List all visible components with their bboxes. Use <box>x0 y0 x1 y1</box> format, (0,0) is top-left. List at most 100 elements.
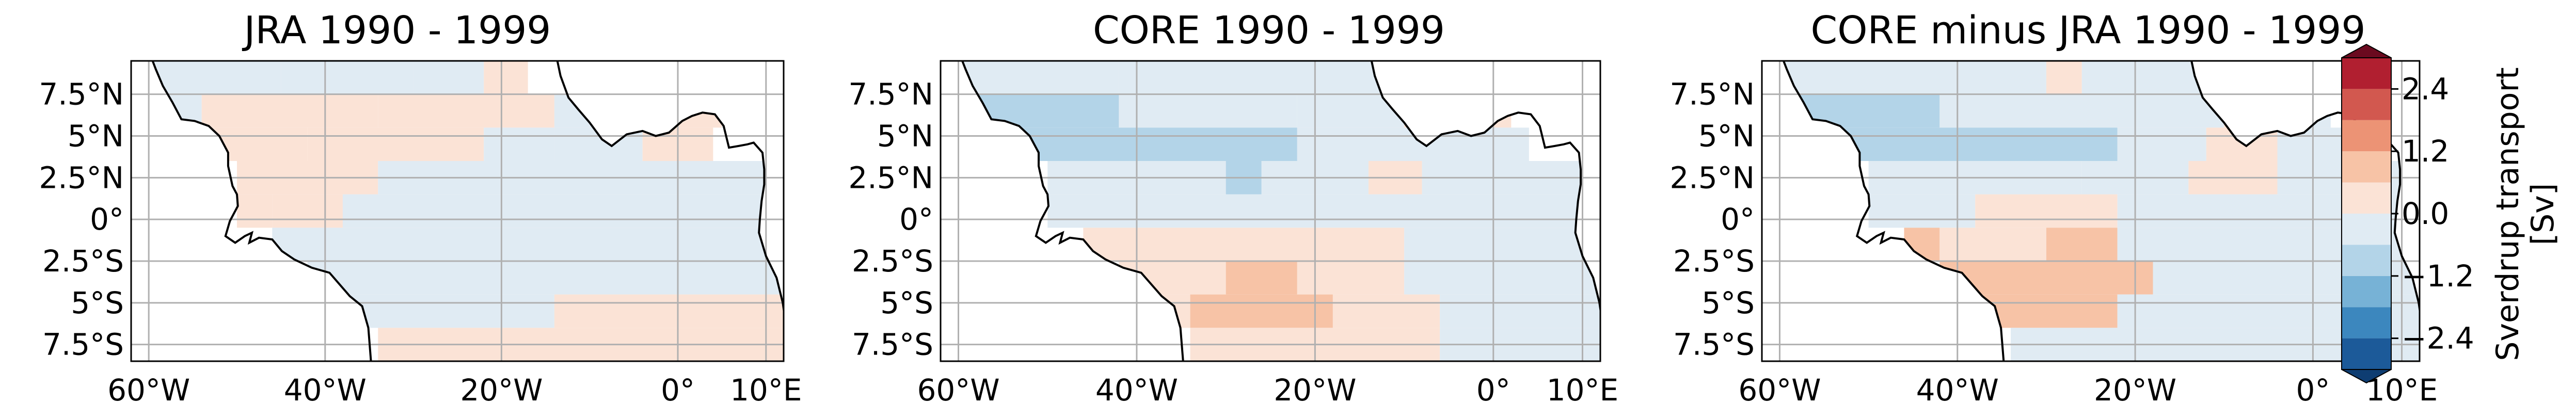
transport-cell <box>1440 294 1600 328</box>
transport-cell <box>307 127 484 161</box>
latitude-tick-label: 5°S <box>880 285 933 320</box>
latitude-tick-label: 5°S <box>1702 285 1755 320</box>
latitude-tick-label: 2.5°S <box>852 244 933 279</box>
transport-cell <box>272 228 784 261</box>
colorbar-tick-label: −1.2 <box>2402 259 2474 294</box>
transport-cell <box>1868 194 1976 228</box>
transport-cell <box>201 94 378 128</box>
longitude-tick-labels: 60°W 40°W 20°W 0° 10°E <box>1738 373 2438 408</box>
panel-core: CORE 1990 - 1999 7.5°N 5°N 2.5°N 0° 2.5°S 5°S… <box>848 8 1618 408</box>
colorbar-tick-label: 2.4 <box>2402 71 2449 106</box>
latitude-tick-label: 7.5°N <box>848 77 933 112</box>
longitude-tick-label: 10°E <box>1547 373 1618 408</box>
longitude-tick-label: 20°W <box>1274 373 1356 408</box>
longitude-tick-label: 0° <box>2296 373 2330 408</box>
latitude-tick-labels: 7.5°N 5°N 2.5°N 0° 2.5°S 5°S 7.5°S <box>39 77 124 362</box>
colorbar-tick-label: −2.4 <box>2402 321 2474 356</box>
longitude-tick-label: 10°E <box>2366 373 2438 408</box>
transport-cell <box>1119 94 1297 128</box>
transport-cell <box>484 61 528 94</box>
colorbar-bin <box>2342 151 2391 183</box>
colorbar-bin <box>2342 120 2391 152</box>
colorbar-bin <box>2342 307 2391 339</box>
panel-title: CORE 1990 - 1999 <box>1093 8 1445 53</box>
transport-cell <box>378 94 457 128</box>
latitude-tick-label: 2.5°N <box>1669 160 1755 195</box>
latitude-tick-label: 2.5°S <box>42 244 124 279</box>
plot-frame <box>940 60 1601 362</box>
colorbar-bin <box>2342 276 2391 308</box>
plot-frame <box>130 60 785 362</box>
colorbar-bin <box>2342 58 2391 89</box>
transport-cell <box>1226 261 1297 295</box>
panel-title: JRA 1990 - 1999 <box>242 8 551 53</box>
latitude-tick-label: 5°N <box>1698 119 1755 154</box>
transport-cell <box>281 61 414 94</box>
longitude-tick-label: 60°W <box>1738 373 1821 408</box>
transport-cell <box>1404 228 1600 261</box>
transport-cell <box>484 127 554 161</box>
longitude-tick-label: 60°W <box>107 373 190 408</box>
transport-cell <box>1332 294 1440 328</box>
colorbar: −2.4 −1.2 0.0 1.2 2.4 Sverdrup transport [Sv… <box>2341 43 2561 384</box>
transport-cell <box>554 294 784 328</box>
colorbar-bins <box>2341 43 2392 384</box>
longitude-tick-label: 10°E <box>730 373 802 408</box>
transport-cell <box>1012 127 1297 161</box>
longitude-tick-label: 40°W <box>284 373 367 408</box>
latitude-tick-label: 5°N <box>877 119 933 154</box>
transport-cell <box>2117 127 2206 161</box>
transport-cell <box>1297 261 1405 295</box>
colorbar-tick-label: 0.0 <box>2402 196 2449 231</box>
latitude-tick-label: 2.5°S <box>1673 244 1755 279</box>
transport-cell <box>1119 61 1405 94</box>
panel-difference: CORE minus JRA 1990 - 1999 7.5°N 5°N 2.5°N… <box>1669 8 2438 408</box>
longitude-tick-label: 60°W <box>917 373 999 408</box>
longitude-tick-label: 0° <box>1476 373 1510 408</box>
longitude-tick-label: 0° <box>661 373 695 408</box>
gridlines <box>1762 61 2420 361</box>
transport-cell <box>1047 194 1600 228</box>
colorbar-bin <box>2342 245 2391 276</box>
transport-cell <box>413 61 484 94</box>
colorbar-label: Sverdrup transport <box>2490 67 2526 361</box>
transport-cell <box>1833 127 2118 161</box>
transport-cell <box>2046 228 2118 261</box>
transport-cell <box>1083 228 1405 261</box>
transport-cell <box>1975 194 2118 228</box>
coastline <box>151 61 784 361</box>
colorbar-tick-labels: −2.4 −1.2 0.0 1.2 2.4 <box>2391 71 2474 356</box>
longitude-tick-label: 40°W <box>1095 373 1178 408</box>
transport-cell <box>1404 261 1600 295</box>
transport-cell <box>1190 294 1333 328</box>
gridlines <box>131 61 784 361</box>
transport-cells <box>941 61 1600 361</box>
colorbar-bin <box>2342 214 2391 245</box>
transport-cell <box>272 194 343 228</box>
latitude-tick-label: 5°N <box>68 119 124 154</box>
transport-cell <box>307 261 784 295</box>
colorbar-bin <box>2342 182 2391 214</box>
coastline <box>961 61 1600 361</box>
transport-cell <box>342 194 784 228</box>
plot-frame <box>1761 60 2421 362</box>
latitude-tick-label: 5°S <box>71 285 124 320</box>
transport-cell <box>236 194 273 228</box>
transport-cell <box>1297 127 1387 161</box>
colorbar-units: [Sv] <box>2525 183 2561 245</box>
colorbar-bin <box>2342 338 2391 369</box>
transport-cells <box>1762 61 2420 361</box>
transport-cell <box>1939 94 2224 128</box>
latitude-tick-label: 7.5°N <box>1669 77 1755 112</box>
latitude-tick-label: 2.5°N <box>848 160 933 195</box>
latitude-tick-label: 0° <box>1721 202 1755 237</box>
latitude-tick-label: 0° <box>899 202 933 237</box>
colorbar-tick-label: 1.2 <box>2402 134 2449 169</box>
panel-jra: JRA 1990 - 1999 7.5°N5°N2.5°N0°2.5°S5°S7… <box>39 8 802 408</box>
transport-cell <box>1386 127 1529 161</box>
longitude-tick-label: 40°W <box>1916 373 1999 408</box>
latitude-tick-label: 0° <box>90 202 124 237</box>
longitude-tick-labels: 60°W 40°W 20°W 0° 10°E <box>107 373 802 408</box>
latitude-tick-labels: 7.5°N 5°N 2.5°N 0° 2.5°S 5°S 7.5°S <box>848 77 933 362</box>
transport-cell <box>1762 61 2046 94</box>
